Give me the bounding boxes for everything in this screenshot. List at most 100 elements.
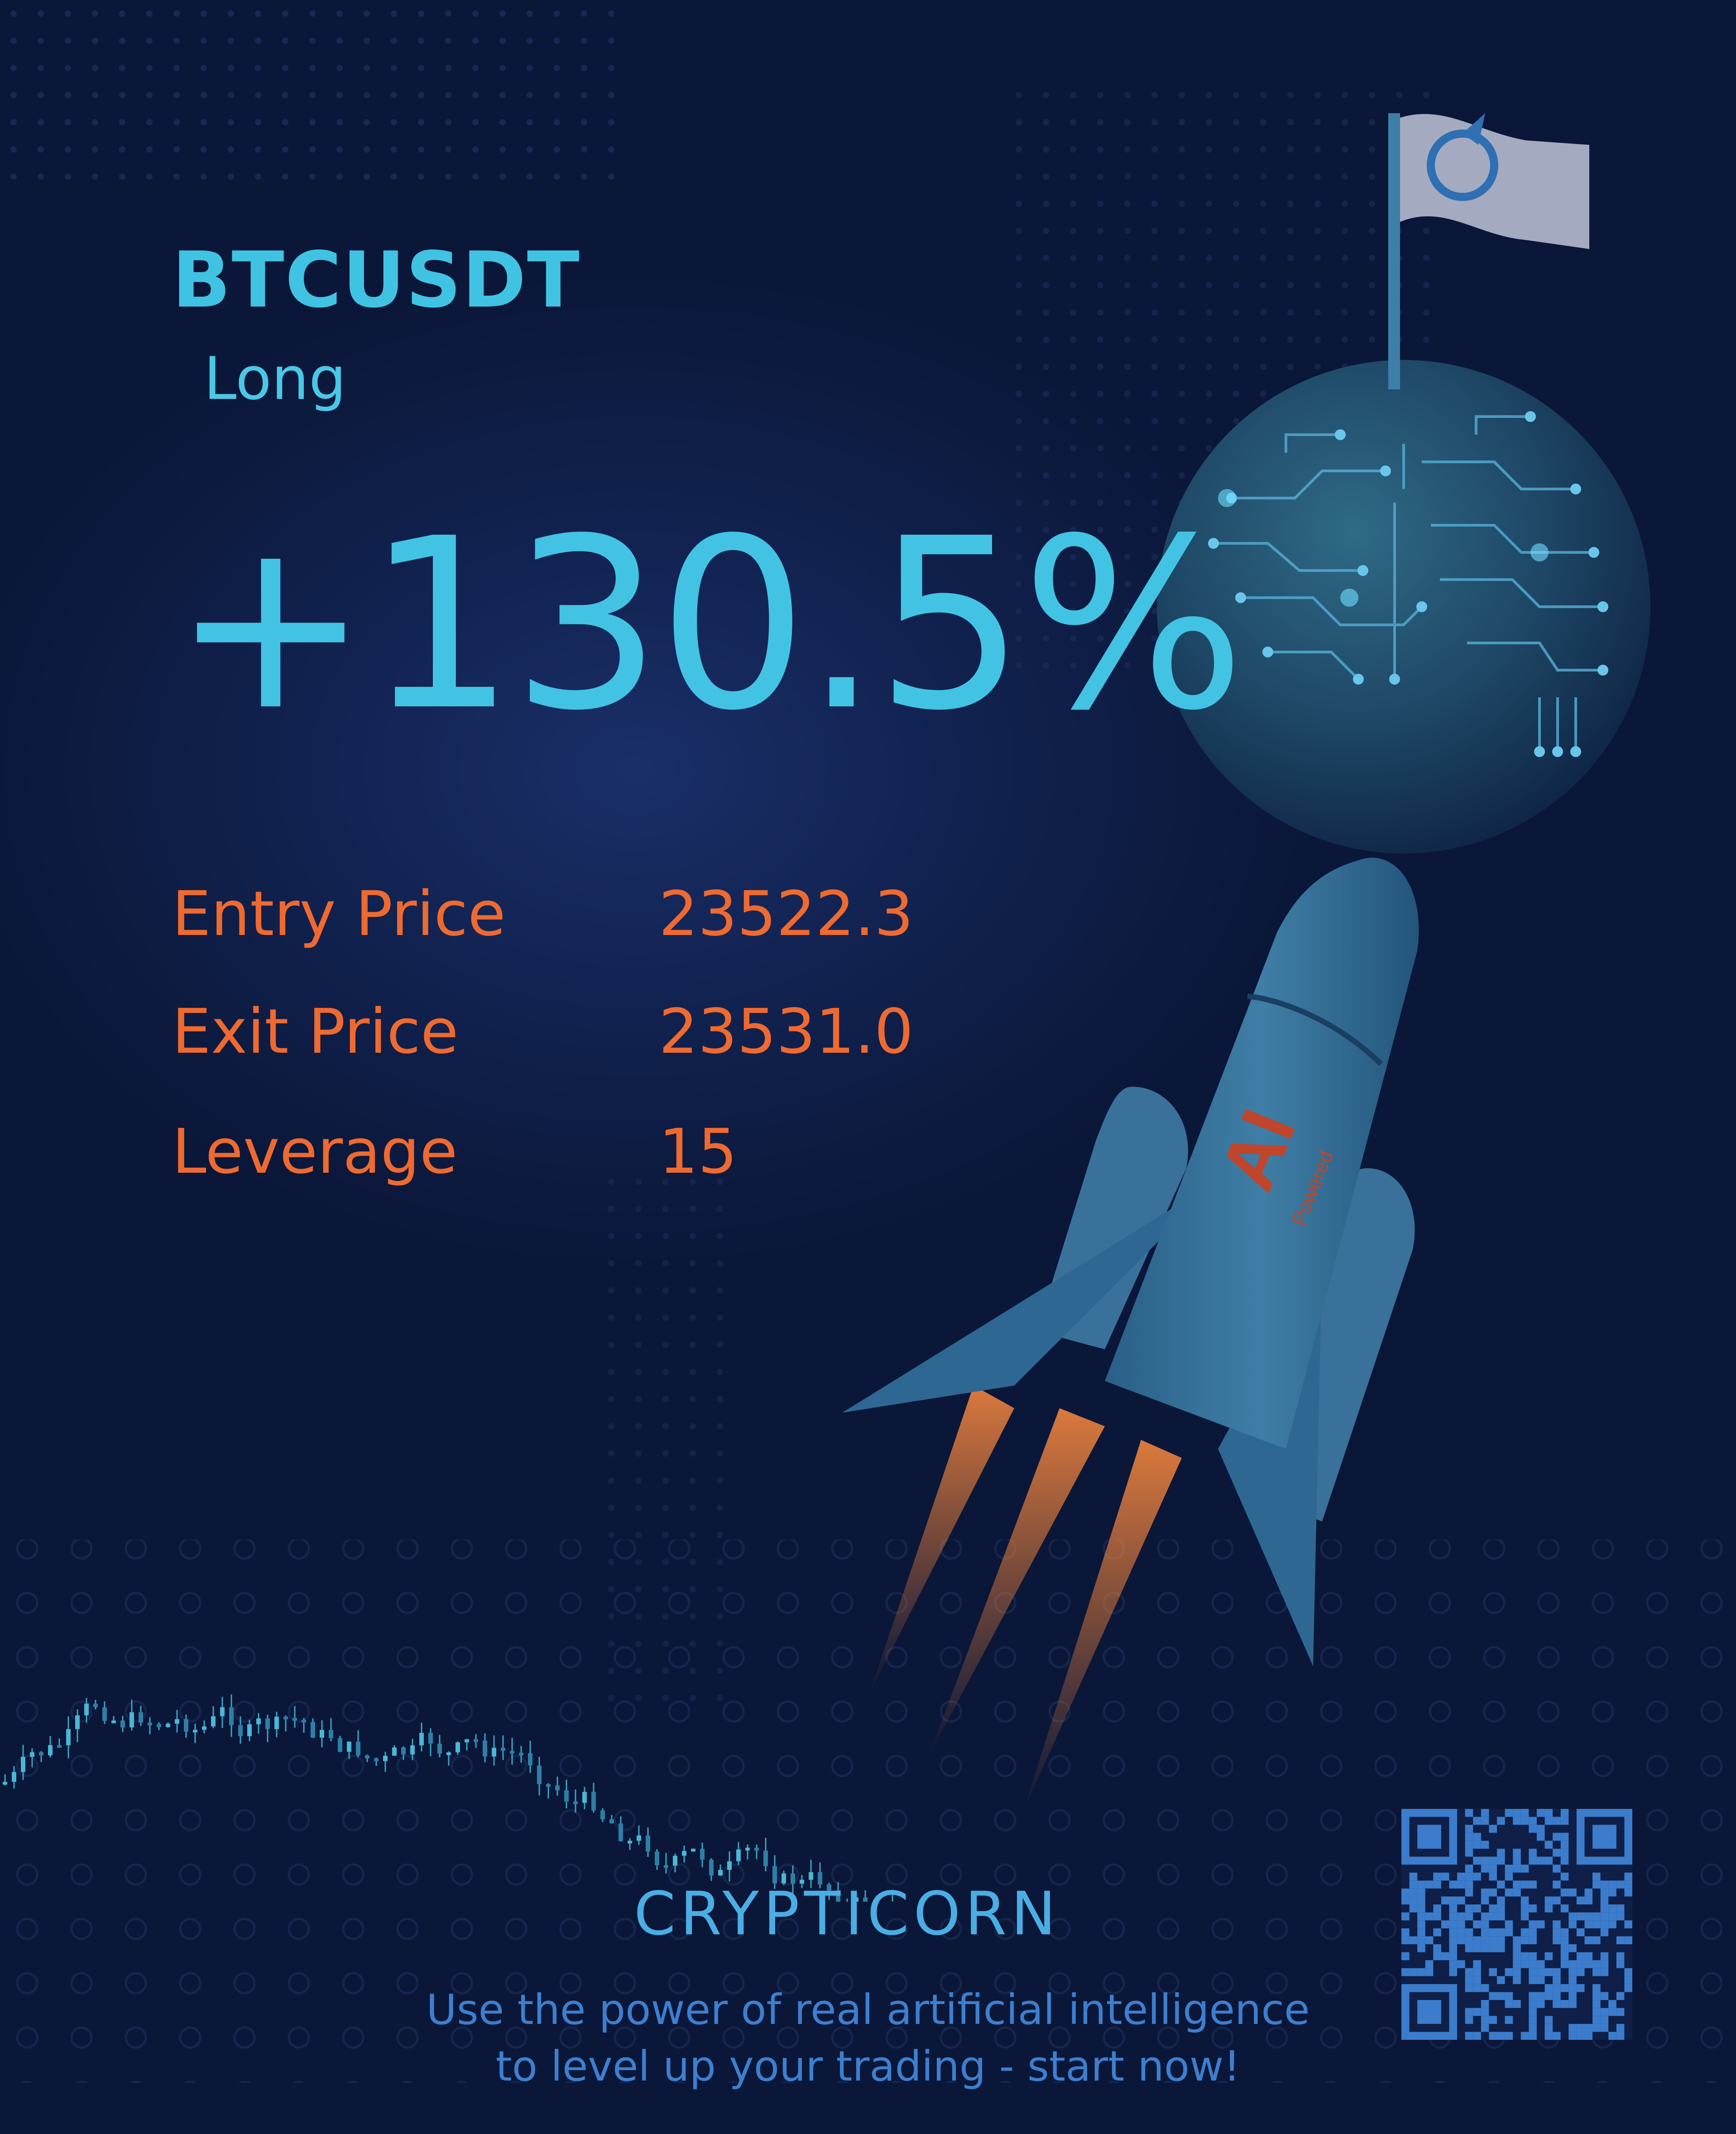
qr-module [1608, 2000, 1616, 2008]
qr-module [1473, 1817, 1481, 1825]
qr-module [1481, 2024, 1489, 2032]
qr-module [1529, 1952, 1537, 1961]
qr-module [1425, 1936, 1434, 1944]
qr-module [1401, 1936, 1410, 1944]
qr-module [1529, 2008, 1537, 2016]
qr-module [1576, 1968, 1585, 1976]
leverage-value: 15 [659, 1116, 738, 1188]
qr-module [1489, 1865, 1497, 1873]
candle-body [293, 1718, 297, 1721]
candle-body [745, 1847, 750, 1851]
qr-module [1560, 1888, 1569, 1897]
candle-body [184, 1719, 188, 1732]
qr-module [1544, 1841, 1553, 1849]
qr-module [1624, 1968, 1632, 1976]
qr-module [1529, 1880, 1537, 1889]
qr-module [1600, 2024, 1609, 2032]
candle-body [347, 1741, 351, 1752]
candle-body [93, 1703, 98, 1707]
qr-module [1417, 1880, 1425, 1889]
qr-module [1457, 1872, 1465, 1881]
qr-module [1489, 1968, 1497, 1976]
qr-module [1433, 1872, 1441, 1881]
qr-module [1401, 1912, 1410, 1921]
qr-module [1465, 1825, 1473, 1833]
qr-module [1592, 2024, 1601, 2032]
qr-module [1513, 1960, 1521, 1968]
qr-module [1449, 1928, 1458, 1937]
qr-module [1553, 1928, 1561, 1937]
qr-module [1425, 1968, 1434, 1976]
qr-module [1417, 1936, 1425, 1944]
qr-module [1616, 1960, 1625, 1968]
candle-body [66, 1729, 71, 1746]
qr-module [1544, 1984, 1553, 1992]
qr-module [1560, 1928, 1569, 1937]
qr-module [1576, 1912, 1585, 1921]
qr-module [1592, 2000, 1601, 2008]
qr-module [1568, 1960, 1577, 1968]
qr-module [1481, 1920, 1489, 1928]
candle-body [546, 1784, 551, 1787]
qr-module [1481, 1912, 1489, 1921]
qr-module [1529, 1848, 1537, 1857]
brand-logo: CRYPTICORN [634, 1879, 1060, 1949]
qr-module [1449, 1904, 1458, 1913]
qr-module [1529, 1825, 1537, 1833]
qr-module [1473, 2008, 1481, 2016]
qr-module [1489, 1928, 1497, 1937]
candle-body [619, 1823, 623, 1841]
leverage-label: Leverage [172, 1116, 458, 1188]
qr-module [1497, 1848, 1505, 1857]
candle-body [573, 1801, 578, 1804]
qr-module [1473, 2032, 1481, 2040]
qr-module [1425, 1912, 1434, 1921]
candle-body [175, 1719, 179, 1724]
qr-module [1600, 2008, 1609, 2016]
qr-module [1505, 1872, 1513, 1881]
qr-module [1560, 1952, 1569, 1961]
qr-module [1624, 1936, 1632, 1944]
qr-module [1401, 1952, 1410, 1961]
qr-module [1520, 1809, 1529, 1817]
qr-module [1449, 1920, 1458, 1928]
candle-body [537, 1765, 542, 1784]
qr-module [1409, 1872, 1418, 1881]
qr-module [1505, 1809, 1513, 1817]
qr-module [1465, 1888, 1473, 1897]
qr-module [1600, 1968, 1609, 1976]
qr-module [1608, 1904, 1616, 1913]
qr-module [1568, 1888, 1577, 1897]
qr-finder-center [1417, 2000, 1441, 2024]
qr-module [1465, 1984, 1473, 1992]
candle-body [338, 1738, 342, 1752]
qr-module [1465, 1872, 1473, 1881]
qr-module [1568, 2024, 1577, 2032]
qr-module [1417, 1928, 1425, 1937]
qr-module [1553, 2000, 1561, 2008]
candle-body [600, 1810, 605, 1819]
qr-module [1560, 1809, 1569, 1817]
qr-module [1513, 1880, 1521, 1889]
qr-module [1560, 2000, 1569, 2008]
qr-module [1417, 1904, 1425, 1913]
qr-module [1505, 2016, 1513, 2024]
qr-module [1568, 1968, 1577, 1976]
rocket-icon: AI Powered [842, 858, 1419, 1811]
candle-body [664, 1865, 668, 1868]
qr-module [1616, 1912, 1625, 1921]
qr-module [1465, 1865, 1473, 1873]
qr-module [1576, 2032, 1585, 2040]
candle-body [564, 1790, 569, 1802]
qr-module [1529, 2016, 1537, 2024]
qr-module [1529, 1960, 1537, 1968]
qr-code-icon[interactable] [1401, 1809, 1632, 2040]
candle-body [84, 1703, 89, 1716]
qr-module [1513, 1976, 1521, 1984]
qr-module [1513, 1865, 1521, 1873]
qr-module [1544, 2024, 1553, 2032]
qr-module [1592, 1936, 1601, 1944]
qr-module [1584, 2024, 1593, 2032]
qr-module [1568, 1944, 1577, 1952]
qr-module [1417, 1944, 1425, 1952]
